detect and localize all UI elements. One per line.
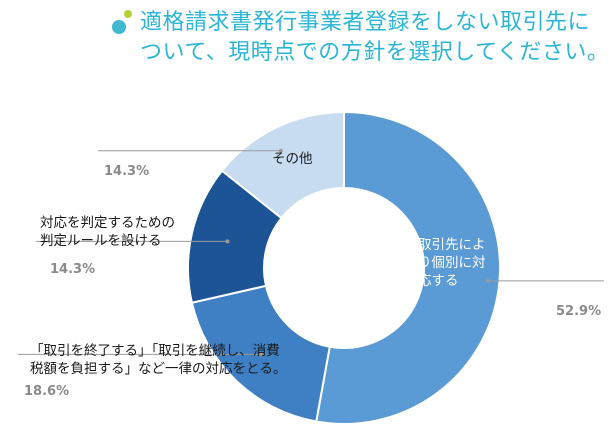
leader-dot-judgment-rule	[225, 239, 230, 244]
leader-dot-uniform-response	[259, 352, 264, 357]
value-label-uniform-response: 18.6%	[24, 384, 70, 399]
label-uniform-response: 「取引を終了する」「取引を継続し、消費 税額を負担する」など一律の対応をとる。	[30, 343, 287, 377]
title-bullet-icon	[112, 10, 132, 34]
slice-other	[220, 110, 345, 220]
value-label-individual-response: 52.9%	[556, 304, 602, 319]
value-label-other: 14.3%	[104, 164, 150, 179]
chart-title: 適格請求書発行事業者登録をしない取引先に ついて、現時点での方針を選択してくださ…	[140, 8, 610, 68]
label-other: その他	[272, 151, 313, 167]
leader-dot-other	[278, 148, 283, 153]
chart-title-line-1: 適格請求書発行事業者登録をしない取引先に	[140, 10, 591, 35]
label-judgment-rule: 対応を判定するための 判定ルールを設ける	[40, 215, 175, 249]
value-label-judgment-rule: 14.3%	[50, 262, 96, 277]
label-individual-response: 取引先によ り個別に対 応する	[418, 237, 486, 289]
title-dot-small	[124, 10, 132, 18]
leader-dot-individual-response	[486, 278, 491, 283]
chart-title-line-2: ついて、現時点での方針を選択してください。	[140, 40, 610, 65]
title-dot-large	[112, 20, 126, 34]
slice-individual-response	[315, 110, 501, 425]
